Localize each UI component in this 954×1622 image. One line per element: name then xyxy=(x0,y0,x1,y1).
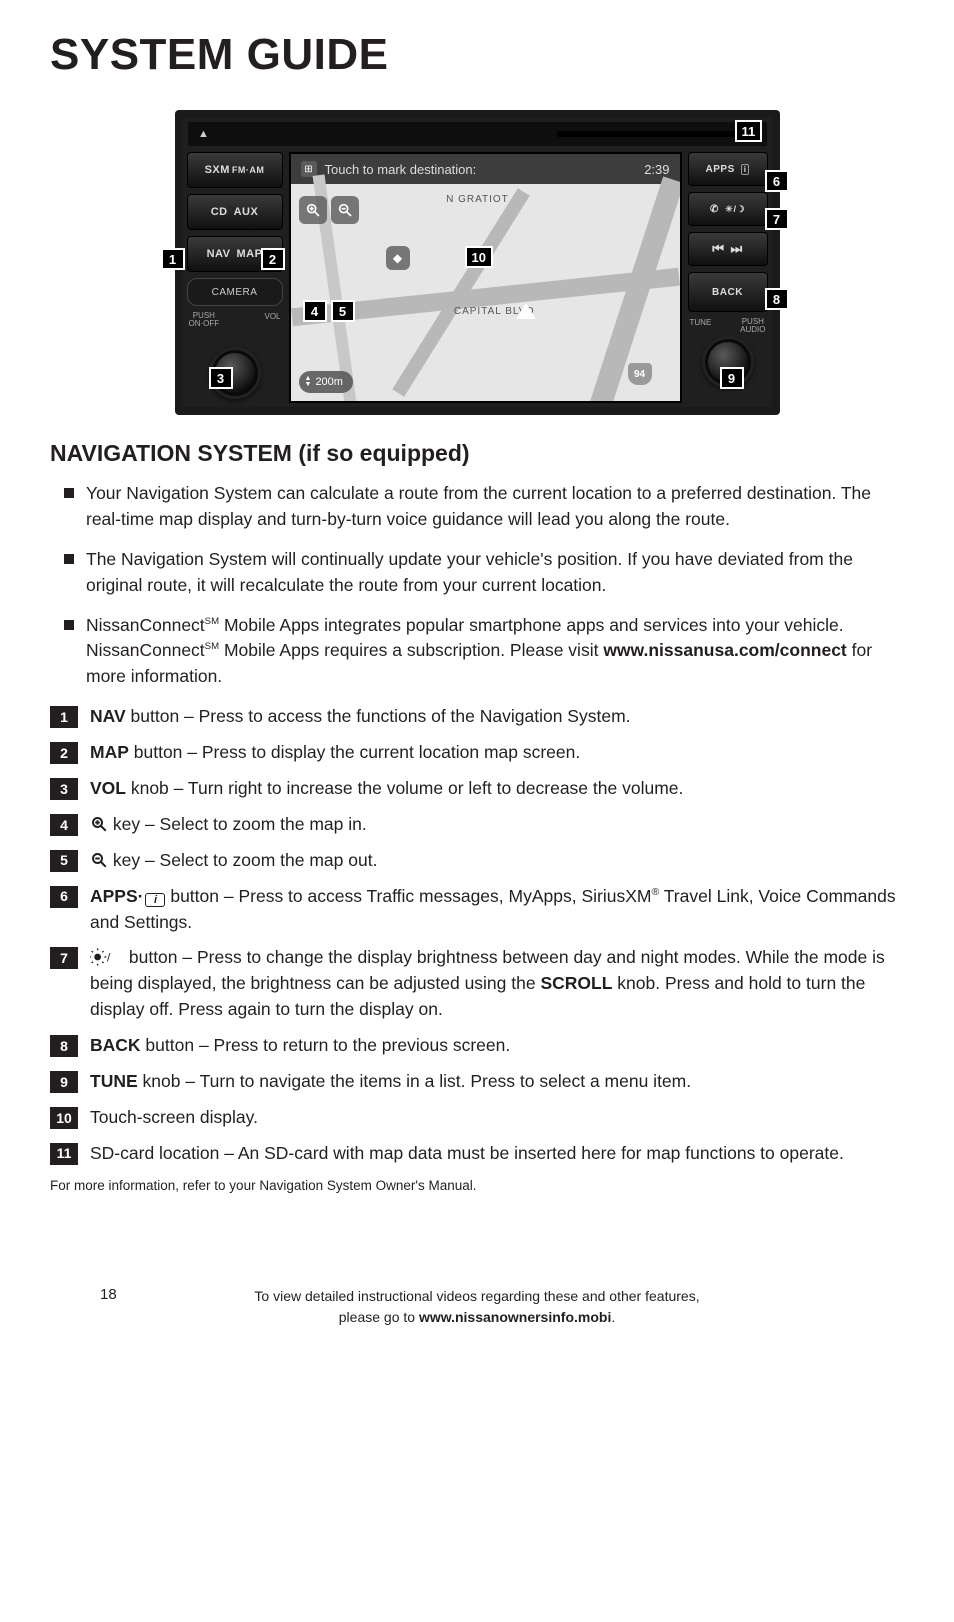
bullet-icon xyxy=(64,554,74,564)
num-item-4: 4 key – Select to zoom the map in. xyxy=(50,812,904,838)
cd-aux-button[interactable]: CD AUX xyxy=(187,194,283,230)
brightness-button[interactable]: ✆ ☀/☽ xyxy=(688,192,768,226)
svg-text:/: / xyxy=(107,951,111,965)
num-item-5: 5 key – Select to zoom the map out. xyxy=(50,848,904,874)
navigation-head-unit-figure: ▲ SXM FM·AM CD AUX NAV MAP CAMERA PUSH xyxy=(175,110,780,415)
num-badge: 4 xyxy=(50,814,78,836)
num-badge: 1 xyxy=(50,706,78,728)
clock-label: 2:39 xyxy=(644,162,669,177)
bullet-item: Your Navigation System can calculate a r… xyxy=(50,481,904,533)
map-area[interactable]: N GRATIOT CAPITAL BLVD xyxy=(291,184,680,401)
vol-label: VOL xyxy=(264,312,280,328)
num-item-10: 10 Touch-screen display. xyxy=(50,1105,904,1131)
footnote: For more information, refer to your Navi… xyxy=(50,1177,904,1196)
apps-button[interactable]: APPS i xyxy=(688,152,768,186)
back-button[interactable]: BACK xyxy=(688,272,768,312)
next-track-icon: ⏭ xyxy=(731,241,743,257)
num-item-8: 8 BACK button – Press to return to the p… xyxy=(50,1033,904,1059)
vehicle-cursor-icon xyxy=(516,303,536,319)
callout-4: 4 xyxy=(303,300,327,322)
push-audio-label: PUSH AUDIO xyxy=(740,318,765,334)
right-button-column: APPS i ✆ ☀/☽ ⏮ ⏭ BACK TUNE PUSH AUDIO xyxy=(688,152,768,403)
push-on-off-label: PUSH ON·OFF xyxy=(189,312,220,328)
route-shield-icon: 94 xyxy=(628,363,652,385)
zoom-in-icon xyxy=(90,815,108,833)
num-badge: 8 xyxy=(50,1035,78,1057)
left-button-column: SXM FM·AM CD AUX NAV MAP CAMERA PUSH ON·… xyxy=(187,152,283,403)
footer: To view detailed instructional videos re… xyxy=(50,1286,904,1328)
brightness-day-night-icon: / xyxy=(90,948,124,966)
tune-knob-area: TUNE PUSH AUDIO xyxy=(688,318,768,403)
tune-label: TUNE xyxy=(690,318,712,334)
num-badge: 2 xyxy=(50,742,78,764)
touch-screen-display[interactable]: ⊞ Touch to mark destination: 2:39 N GRAT… xyxy=(289,152,682,403)
num-item-7: 7 / button – Press to change the display… xyxy=(50,945,904,1023)
bullet-item: NissanConnectSM Mobile Apps integrates p… xyxy=(50,613,904,691)
num-badge: 7 xyxy=(50,947,78,969)
top-strip: ▲ xyxy=(188,122,767,146)
vol-knob-area: PUSH ON·OFF VOL xyxy=(187,312,283,403)
scale-button[interactable]: ▲▼ 200m xyxy=(299,371,353,393)
screen-topbar: ⊞ Touch to mark destination: 2:39 xyxy=(291,154,680,184)
num-item-2: 2 MAP button – Press to display the curr… xyxy=(50,740,904,766)
callout-8: 8 xyxy=(765,288,789,310)
callout-1: 1 xyxy=(161,248,185,270)
page-number: 18 xyxy=(100,1286,117,1303)
num-item-9: 9 TUNE knob – Turn to navigate the items… xyxy=(50,1069,904,1095)
callout-2: 2 xyxy=(261,248,285,270)
num-badge: 3 xyxy=(50,778,78,800)
zoom-in-icon[interactable] xyxy=(299,196,327,224)
num-item-6: 6 APPS·i button – Press to access Traffi… xyxy=(50,884,904,936)
compass-icon[interactable]: ◆ xyxy=(386,246,410,270)
destination-icon: ⊞ xyxy=(301,161,317,177)
bullet-icon xyxy=(64,488,74,498)
num-item-11: 11 SD-card location – An SD-card with ma… xyxy=(50,1141,904,1167)
eject-icon: ▲ xyxy=(198,128,210,140)
num-badge: 6 xyxy=(50,886,78,908)
street-label-top: N GRATIOT xyxy=(446,194,509,205)
num-item-1: 1 NAV button – Press to access the funct… xyxy=(50,704,904,730)
bullet-item: The Navigation System will continually u… xyxy=(50,547,904,599)
callout-9: 9 xyxy=(720,367,744,389)
prev-track-icon: ⏮ xyxy=(712,241,724,257)
callout-10: 10 xyxy=(465,246,493,268)
bullet-icon xyxy=(64,620,74,630)
zoom-out-icon[interactable] xyxy=(331,196,359,224)
callout-5: 5 xyxy=(331,300,355,322)
camera-button[interactable]: CAMERA xyxy=(187,278,283,306)
phone-icon: ✆ xyxy=(710,204,719,215)
callout-11: 11 xyxy=(735,120,763,142)
mark-destination-label: Touch to mark destination: xyxy=(325,162,477,177)
zoom-out-icon xyxy=(90,851,108,869)
info-icon: i xyxy=(145,893,165,907)
sd-slot xyxy=(557,131,757,137)
num-badge: 10 xyxy=(50,1107,78,1129)
content-body: Your Navigation System can calculate a r… xyxy=(50,481,904,1196)
num-badge: 9 xyxy=(50,1071,78,1093)
callout-7: 7 xyxy=(765,208,789,230)
brightness-icon: ☀/☽ xyxy=(725,204,745,215)
num-item-3: 3 VOL knob – Turn right to increase the … xyxy=(50,776,904,802)
seek-buttons[interactable]: ⏮ ⏭ xyxy=(688,232,768,266)
sxm-fm-am-button[interactable]: SXM FM·AM xyxy=(187,152,283,188)
num-badge: 11 xyxy=(50,1143,78,1165)
page-title: SYSTEM GUIDE xyxy=(50,30,904,80)
section-title: NAVIGATION SYSTEM (if so equipped) xyxy=(50,440,904,467)
num-badge: 5 xyxy=(50,850,78,872)
callout-6: 6 xyxy=(765,170,789,192)
callout-3: 3 xyxy=(209,367,233,389)
